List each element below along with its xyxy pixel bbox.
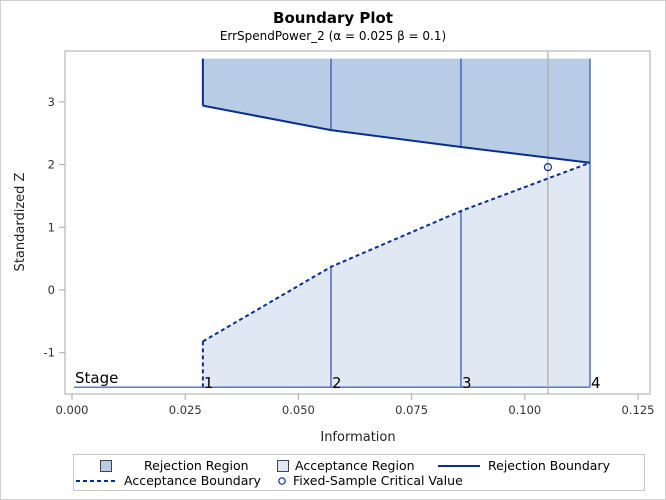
rejection-region-swatch-icon: [100, 459, 112, 472]
legend: Rejection Region Acceptance Region Rejec…: [73, 454, 645, 491]
legend-label: Acceptance Boundary: [124, 473, 261, 488]
stage-number: 4: [591, 374, 601, 392]
stage-label: Stage: [75, 369, 118, 387]
rejection-boundary-line: [202, 104, 591, 164]
legend-label: Rejection Region: [144, 458, 249, 473]
legend-item-fixed-sample-critical-value: Fixed-Sample Critical Value: [277, 473, 463, 488]
legend-label: Rejection Boundary: [488, 458, 610, 473]
circle-marker-icon: [278, 476, 286, 485]
y-tick-label: 0: [48, 283, 55, 297]
y-axis-label: Standardized Z: [13, 172, 28, 271]
stage-number: 3: [462, 374, 472, 392]
y-tick-label: 1: [48, 220, 55, 234]
x-tick-label: 0.000: [56, 403, 89, 417]
legend-label: Fixed-Sample Critical Value: [293, 473, 463, 488]
acceptance-region: [202, 162, 591, 388]
x-axis-label: Information: [320, 430, 395, 445]
solid-line-icon: [438, 464, 480, 467]
stage-number: 1: [204, 374, 214, 392]
legend-label: Acceptance Region: [295, 458, 415, 473]
dashed-line-icon: [76, 479, 118, 482]
y-tick-label: -1: [44, 346, 55, 360]
plot-frame: [64, 50, 651, 395]
legend-item-rejection-boundary: Rejection Boundary: [438, 458, 610, 473]
y-tick-label: 3: [48, 95, 55, 109]
acceptance-region-swatch-icon: [277, 459, 289, 472]
x-tick-label: 0.025: [169, 403, 202, 417]
stage-number: 2: [332, 374, 342, 392]
rejection-region: [202, 58, 591, 163]
fixed-sample-critical-value-marker: [543, 163, 552, 172]
y-tick-label: 2: [48, 158, 55, 172]
x-tick-label: 0.075: [395, 403, 428, 417]
legend-item-acceptance-region: Acceptance Region: [277, 458, 415, 473]
legend-item-acceptance-boundary: Acceptance Boundary: [76, 473, 261, 488]
acceptance-boundary-line: [202, 161, 591, 343]
legend-item-rejection-region: Rejection Region: [100, 458, 249, 473]
x-tick-label: 0.050: [282, 403, 315, 417]
chart-subtitle: ErrSpendPower_2 (α = 0.025 β = 0.1): [219, 29, 447, 43]
x-tick-label: 0.100: [508, 403, 541, 417]
chart-title: Boundary Plot: [273, 9, 393, 27]
x-tick-label: 0.125: [622, 403, 655, 417]
